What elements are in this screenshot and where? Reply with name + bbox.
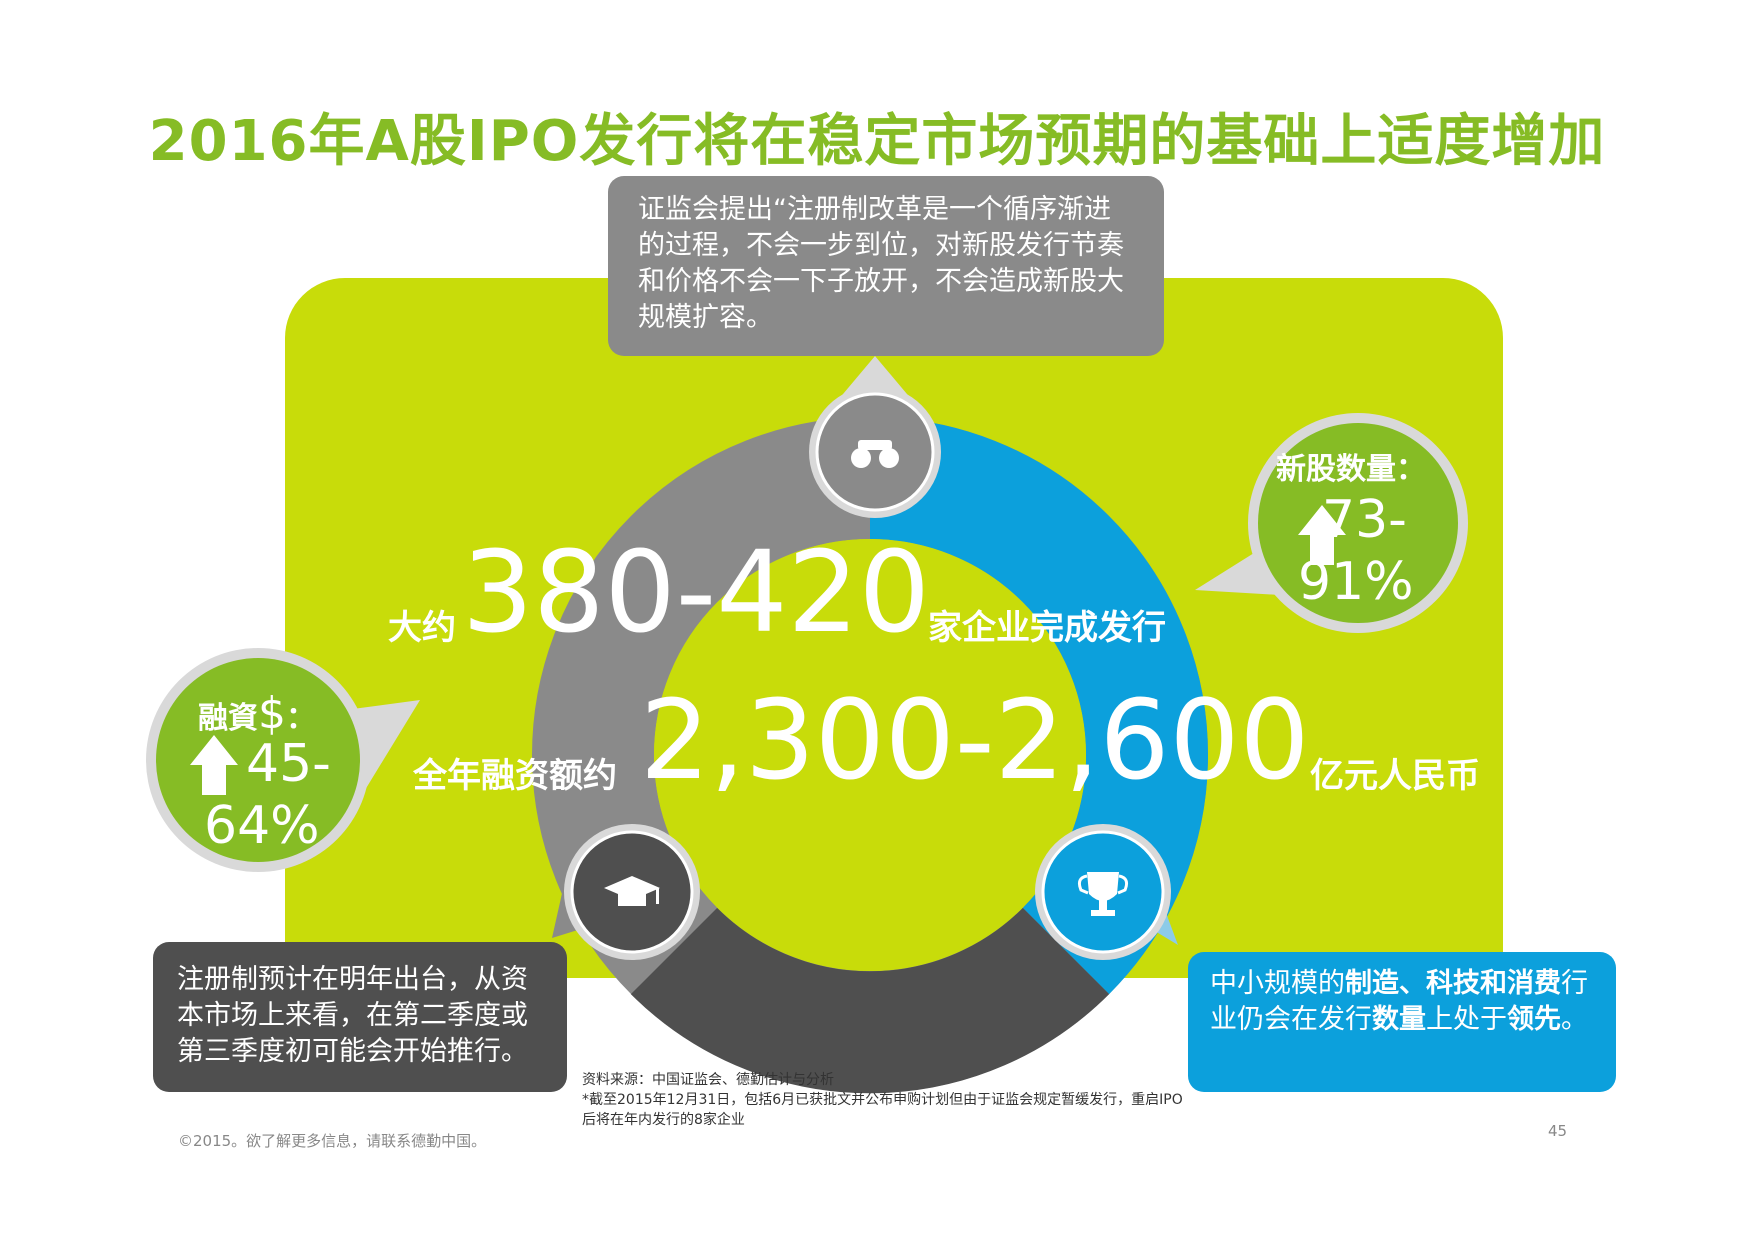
right-bubble [1258,423,1458,623]
callout-text: 行业仍会在发行 [1210,968,1588,1035]
callout-text: 。 [1561,1004,1588,1035]
callout-bold-text: 数量 [1372,1004,1426,1035]
trophy-icon [1035,824,1171,960]
up-arrow-icon [190,735,238,795]
company-count-prefix: 大约 [388,608,456,648]
company-count-suffix: 家企业完成发行 [928,608,1166,648]
page-title: 2016年A股IPO发行将在稳定市场预期的基础上适度增加 [148,109,1606,174]
page-number: 45 [1548,1122,1568,1140]
financing-label: 融資$： [198,688,316,739]
source-line: 资料来源：中国证监会、德勤估计与分析 [582,1072,834,1088]
new-shares-label: 新股数量： [1276,452,1426,487]
source-note: 资料来源：中国证监会、德勤估计与分析 *截至2015年12月31日，包括6月已获… [582,1070,1192,1130]
binoculars-icon [809,386,941,518]
copyright: ©2015。欲了解更多信息，请联系德勤中国。 [178,1132,487,1150]
callout-bold-text: 领先 [1507,1004,1561,1035]
new-shares-value-line2: 91% [1298,552,1414,612]
financing-value-line2: 64% [204,796,320,856]
financing-prefix: 全年融资额约 [413,756,617,796]
callout-text: 上处于 [1426,1004,1507,1035]
up-arrow-icon [1298,505,1346,565]
ring-center [654,539,1086,971]
financing-label-text: 融資 [198,701,258,736]
dollar-sign: $ [258,688,286,739]
company-count-range: 380-420 [462,528,930,658]
financing-label-colon: ： [286,701,316,736]
ring-segment-dark [630,907,1110,1094]
financing-value-line1: 45- [246,734,331,794]
callout-text: 中小规模的 [1210,968,1345,999]
financing-suffix: 亿元人民币 [1310,756,1480,796]
footnote-line: *截至2015年12月31日，包括6月已获批文并公布申购计划但由于证监会规定暂缓… [582,1092,1183,1128]
callout-bold-text: 制造、科技和消费 [1345,968,1561,999]
financing-range: 2,300-2,600 [640,676,1310,804]
top-callout: 证监会提出“注册制改革是一个循序渐进的过程，不会一步到位，对新股发行节奏和价格不… [608,176,1164,356]
graduation-cap-icon [564,824,700,960]
bottom-left-callout: 注册制预计在明年出台，从资本市场上来看，在第二季度或第三季度初可能会开始推行。 [153,942,567,1092]
left-bubble [156,658,360,862]
new-shares-value-line1: 73- [1322,490,1407,550]
bottom-right-callout: 中小规模的制造、科技和消费行业仍会在发行数量上处于领先。 [1188,952,1616,1092]
